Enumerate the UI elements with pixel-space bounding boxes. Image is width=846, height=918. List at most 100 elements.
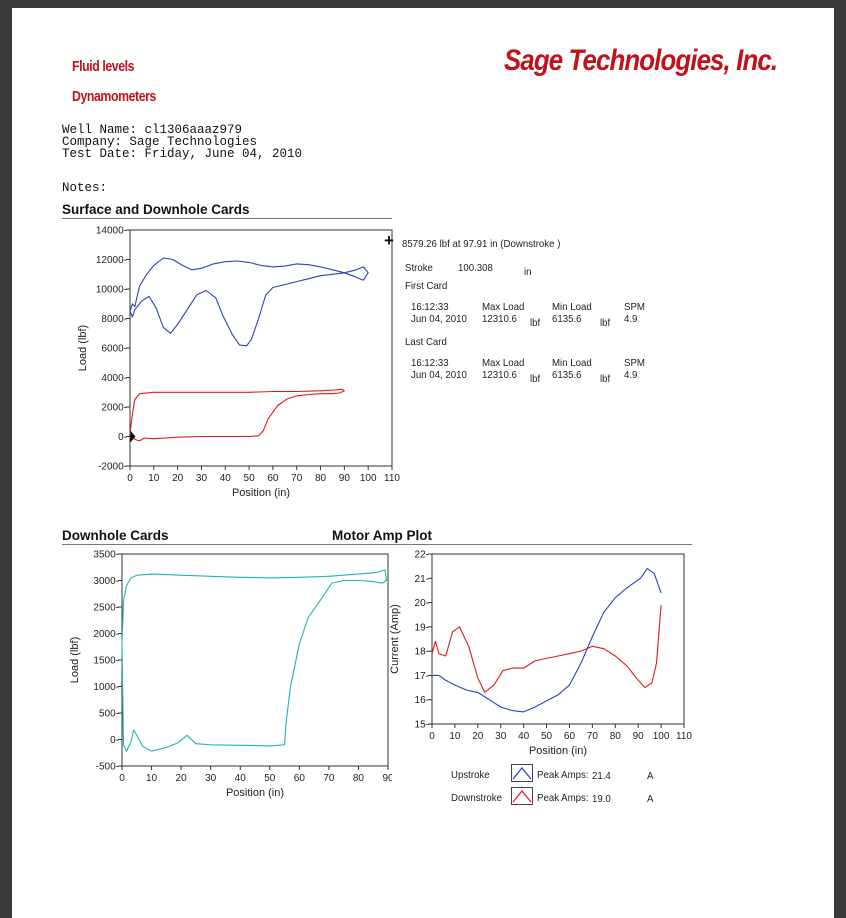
downhole-x-tick-label: 90 bbox=[382, 773, 392, 784]
motor-x-tick-label: 70 bbox=[587, 731, 599, 742]
motor-x-tick-label: 50 bbox=[541, 731, 553, 742]
cursor-readout: 8579.26 lbf at 97.91 in (Downstroke ) bbox=[402, 238, 561, 250]
last-card-max-value: 12310.6 bbox=[482, 369, 517, 381]
downhole-x-tick-label: 10 bbox=[146, 773, 158, 784]
motor-y-tick-label: 22- bbox=[415, 550, 429, 561]
surface-x-axis-label: Position (in) bbox=[232, 487, 290, 499]
downhole-chart: 0 10 20 30 40 50 60 70 80 90 -500- 0- 500- 1000- 1500-… bbox=[69, 550, 392, 800]
surface-y-tick-label: 12000- bbox=[96, 255, 127, 266]
motor-x-tick-label: 20 bbox=[472, 731, 484, 742]
first-card-max-label: Max Load bbox=[482, 301, 525, 313]
downhole-y-tick-label: 500- bbox=[99, 709, 119, 720]
motor-y-tick-label: 19- bbox=[415, 622, 429, 633]
surface-x-tick-label: 80 bbox=[315, 473, 327, 484]
last-card-min-unit: lbf bbox=[600, 373, 611, 385]
report-page: Fluid levels Dynamometers Sage Technolog… bbox=[12, 8, 834, 918]
stroke-unit: in bbox=[524, 266, 532, 278]
downhole-y-tick-label: 3000- bbox=[93, 576, 119, 587]
surface-y-tick-label: 6000- bbox=[101, 344, 127, 355]
downhole-chart-axes: 0 10 20 30 40 50 60 70 80 90 -500- 0- 500- 1000- 1500-… bbox=[69, 550, 392, 800]
motor-y-tick-label: 20- bbox=[415, 598, 429, 609]
motor-y-tick-label: 18- bbox=[415, 647, 429, 658]
motor-plot-frame bbox=[431, 553, 685, 725]
motor-series-1-line bbox=[431, 604, 662, 693]
surface-section-rule bbox=[62, 218, 392, 219]
downhole-x-tick-label: 80 bbox=[353, 773, 365, 784]
lower-section-rule bbox=[62, 544, 692, 545]
upstroke-label: Upstroke bbox=[451, 769, 490, 781]
downhole-x-tick-label: 0 bbox=[119, 773, 125, 784]
last-card-time: 16:12:33 bbox=[411, 357, 449, 369]
motor-amp-chart: 0 10 20 30 40 50 60 70 80 90 100 110 15- 16- 17- 18- 19-… bbox=[389, 550, 692, 758]
test-date: Test Date: Friday, June 04, 2010 bbox=[62, 147, 303, 161]
surface-x-tick-label: 20 bbox=[172, 473, 184, 484]
surface-y-tick-label: 4000- bbox=[101, 373, 127, 384]
surface-series-1-line bbox=[129, 388, 345, 442]
upstroke-peak-label: Peak Amps: bbox=[537, 769, 589, 781]
motor-x-tick-label: 110 bbox=[676, 731, 692, 742]
first-card-min-unit: lbf bbox=[600, 317, 611, 329]
surface-x-tick-label: 50 bbox=[244, 473, 256, 484]
motor-x-tick-label: 90 bbox=[633, 731, 645, 742]
surface-x-tick-label: 60 bbox=[267, 473, 279, 484]
downhole-y-tick-label: 1000- bbox=[93, 682, 119, 693]
downhole-x-tick-label: 20 bbox=[176, 773, 188, 784]
downhole-y-tick-label: 1500- bbox=[93, 656, 119, 667]
surface-x-tick-label: 90 bbox=[339, 473, 351, 484]
downhole-section-title: Downhole Cards bbox=[62, 528, 169, 543]
surface-plot-frame bbox=[129, 229, 393, 467]
first-card-min-value: 6135.6 bbox=[552, 313, 582, 325]
last-card-min-value: 6135.6 bbox=[552, 369, 582, 381]
notes-label: Notes: bbox=[62, 181, 108, 195]
downstroke-peak-label: Peak Amps: bbox=[537, 792, 589, 804]
service-dynamometers: Dynamometers bbox=[72, 88, 156, 105]
first-card-date: Jun 04, 2010 bbox=[411, 313, 467, 325]
motor-x-axis-label: Position (in) bbox=[529, 745, 587, 757]
motor-y-tick-label: 15- bbox=[415, 720, 429, 731]
crosshair-icon: + bbox=[384, 231, 394, 250]
motor-x-tick-label: 100 bbox=[653, 731, 670, 742]
downstroke-peak-value: 19.0 bbox=[592, 793, 611, 805]
surface-y-tick-label: 8000- bbox=[101, 314, 127, 325]
downhole-x-tick-label: 70 bbox=[323, 773, 335, 784]
downhole-x-tick-label: 50 bbox=[264, 773, 276, 784]
motor-x-tick-label: 10 bbox=[449, 731, 461, 742]
well-name: Well Name: cl1306aaaz979 bbox=[62, 123, 243, 137]
downhole-y-tick-label: 2500- bbox=[93, 603, 119, 614]
first-card-label: First Card bbox=[405, 280, 448, 292]
last-card-date: Jun 04, 2010 bbox=[411, 369, 467, 381]
stroke-label: Stroke bbox=[405, 262, 433, 274]
motor-x-tick-label: 30 bbox=[495, 731, 507, 742]
company-name: Company: Sage Technologies bbox=[62, 135, 258, 149]
downhole-x-axis-label: Position (in) bbox=[226, 787, 284, 799]
surface-series-0-line bbox=[129, 257, 369, 347]
last-card-spm-value: 4.9 bbox=[624, 369, 638, 381]
last-card-spm-label: SPM bbox=[624, 357, 645, 369]
surface-start-marker-icon bbox=[130, 430, 136, 443]
surface-y-tick-label: 0- bbox=[118, 432, 127, 443]
service-fluid-levels: Fluid levels bbox=[72, 58, 135, 75]
upstroke-legend-swatch bbox=[511, 764, 533, 782]
upstroke-peak-value: 21.4 bbox=[592, 770, 611, 782]
surface-x-tick-label: 70 bbox=[291, 473, 303, 484]
surface-x-tick-label: 40 bbox=[220, 473, 232, 484]
first-card-time: 16:12:33 bbox=[411, 301, 449, 313]
surface-x-tick-label: 100 bbox=[360, 473, 377, 484]
last-card-min-label: Min Load bbox=[552, 357, 592, 369]
downstroke-legend-swatch bbox=[511, 787, 533, 805]
motor-series-0-line bbox=[432, 568, 662, 713]
downhole-y-tick-label: -500- bbox=[96, 762, 119, 773]
motor-y-axis-label: Current (Amp) bbox=[389, 604, 401, 674]
surface-y-tick-label: -2000- bbox=[98, 462, 127, 473]
last-card-max-unit: lbf bbox=[530, 373, 541, 385]
downhole-x-tick-label: 60 bbox=[294, 773, 306, 784]
last-card-label: Last Card bbox=[405, 336, 447, 348]
first-card-max-unit: lbf bbox=[530, 317, 541, 329]
motor-x-tick-label: 80 bbox=[610, 731, 622, 742]
surface-chart-axes: 0 10 20 30 40 50 60 70 80 90 100 110 -2000- 0- 2000- 40… bbox=[77, 226, 400, 500]
motor-y-tick-label: 17- bbox=[415, 671, 429, 682]
upstroke-peak-unit: A bbox=[647, 770, 654, 782]
downhole-plot-frame bbox=[121, 553, 389, 767]
motor-y-tick-label: 21- bbox=[415, 574, 429, 585]
motor-x-tick-label: 0 bbox=[429, 731, 435, 742]
